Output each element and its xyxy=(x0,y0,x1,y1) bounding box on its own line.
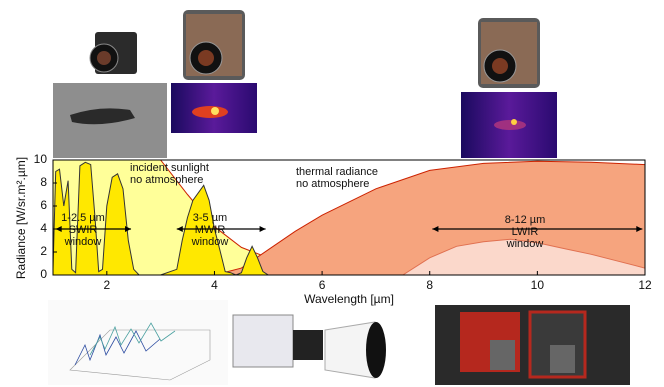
annotation: 3-5 µm xyxy=(193,212,227,224)
waterfall-plot-image xyxy=(48,300,228,385)
annotation: window xyxy=(191,236,229,248)
annotation: 1-2.5 µm xyxy=(61,212,105,224)
annotation: incident sunlight xyxy=(130,162,209,174)
annotation: 8-12 µm xyxy=(505,214,546,226)
y-tick-label: 4 xyxy=(40,221,47,235)
x-tick-label: 2 xyxy=(103,278,110,292)
annotation: thermal radiance xyxy=(296,166,378,178)
x-tick-label: 8 xyxy=(426,278,433,292)
annotation: LWIR xyxy=(512,226,539,238)
annotation: SWIR xyxy=(69,224,98,236)
y-tick-label: 6 xyxy=(40,198,47,212)
lwir-image xyxy=(461,92,557,158)
swir-image xyxy=(53,83,167,158)
y-tick-label: 10 xyxy=(34,152,48,166)
annotation: no atmosphere xyxy=(130,174,203,186)
camera-photo xyxy=(90,32,137,74)
annotation: window xyxy=(64,236,102,248)
y-axis-label: Radiance [W/sr.m².µm] xyxy=(14,157,28,279)
camera-photo xyxy=(233,315,386,378)
annotation: window xyxy=(506,238,544,250)
x-tick-label: 10 xyxy=(531,278,545,292)
annotation: no atmosphere xyxy=(296,178,369,190)
camera-photo xyxy=(478,18,540,88)
x-axis-label: Wavelength [µm] xyxy=(304,292,394,306)
x-tick-label: 4 xyxy=(211,278,218,292)
y-tick-label: 2 xyxy=(40,244,47,258)
x-tick-label: 12 xyxy=(638,278,652,292)
annotation: MWIR xyxy=(195,224,226,236)
camera-photo xyxy=(183,10,245,80)
x-tick-label: 6 xyxy=(319,278,326,292)
enclosure-photo xyxy=(435,305,630,385)
y-tick-label: 0 xyxy=(40,267,47,281)
mwir-image xyxy=(171,83,257,133)
figure: Wavelength [µm] Radiance [W/sr.m².µm] 2 4… xyxy=(0,0,664,387)
y-tick-label: 8 xyxy=(40,175,47,189)
